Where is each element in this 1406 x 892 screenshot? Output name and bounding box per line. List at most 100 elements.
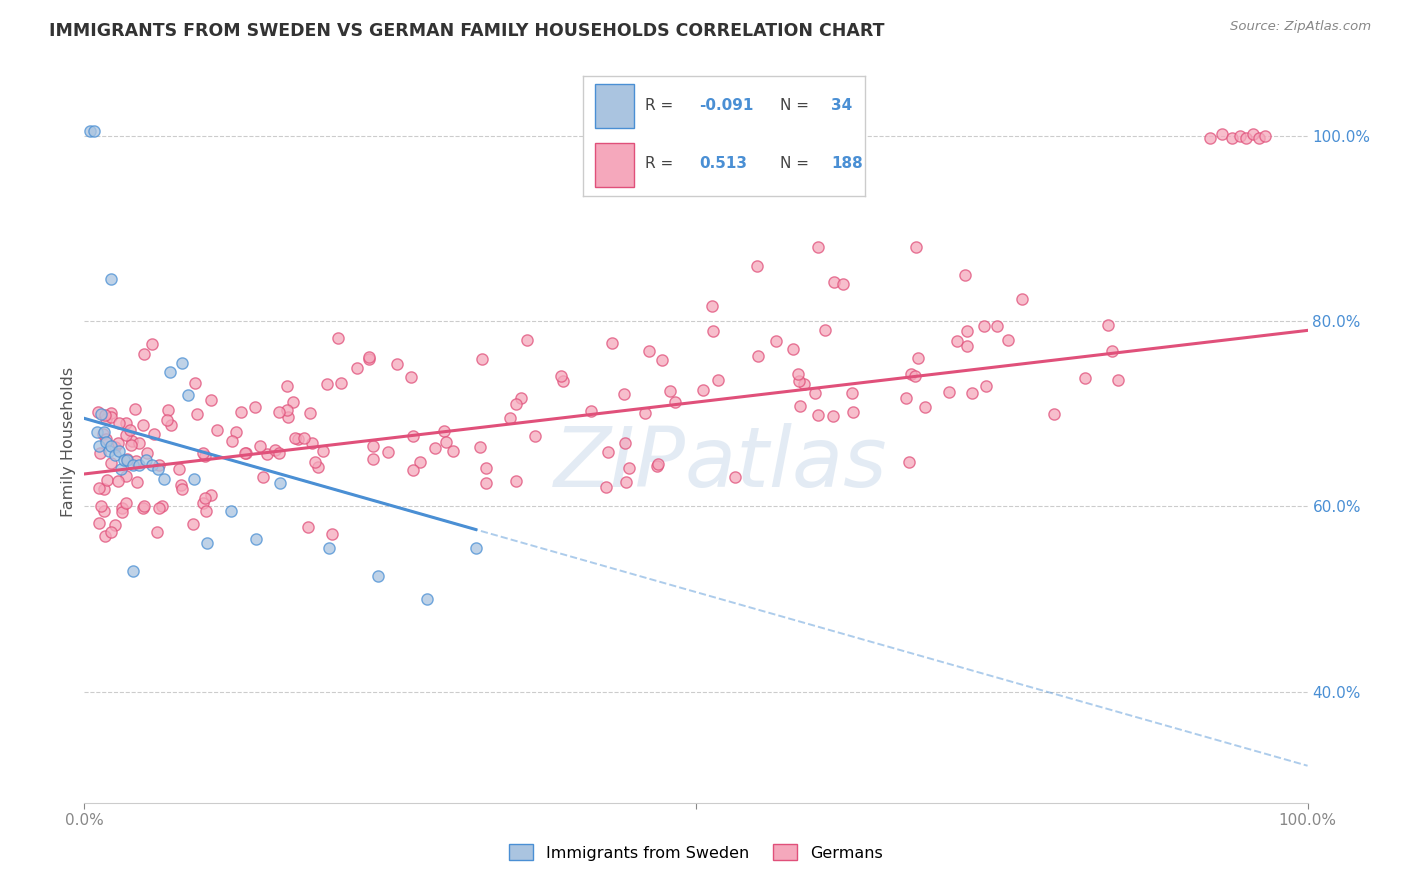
Point bbox=[111, 501, 134, 516]
Point bbox=[184, 376, 207, 390]
Point bbox=[281, 395, 304, 409]
Point bbox=[128, 435, 150, 450]
Point bbox=[723, 470, 745, 484]
Point bbox=[598, 445, 620, 459]
Text: R =: R = bbox=[645, 156, 679, 171]
Point bbox=[110, 462, 132, 476]
Point bbox=[938, 384, 960, 399]
Point bbox=[474, 461, 496, 475]
Point bbox=[219, 504, 242, 518]
Point bbox=[841, 385, 863, 400]
Point bbox=[292, 431, 315, 445]
Point bbox=[647, 457, 669, 471]
Point bbox=[900, 367, 922, 381]
Point bbox=[595, 480, 617, 494]
Point bbox=[115, 416, 138, 430]
Point bbox=[114, 495, 136, 509]
Point bbox=[425, 441, 447, 455]
Point bbox=[249, 438, 271, 452]
Point bbox=[221, 434, 243, 448]
Point bbox=[111, 505, 134, 519]
Point bbox=[946, 334, 969, 348]
Point bbox=[786, 367, 808, 381]
Point bbox=[614, 436, 637, 450]
Point bbox=[651, 352, 673, 367]
Point bbox=[86, 405, 108, 419]
Point bbox=[233, 446, 256, 460]
Text: ZIPatlas: ZIPatlas bbox=[554, 423, 887, 504]
Point bbox=[692, 383, 714, 397]
Point bbox=[100, 272, 122, 286]
Point bbox=[986, 319, 1008, 334]
Point bbox=[235, 446, 257, 460]
Point bbox=[177, 388, 200, 402]
Point bbox=[907, 351, 929, 365]
Text: N =: N = bbox=[780, 156, 814, 171]
Point bbox=[93, 504, 115, 518]
Point bbox=[960, 386, 983, 401]
Point bbox=[284, 431, 307, 445]
Point bbox=[789, 399, 811, 413]
Text: IMMIGRANTS FROM SWEDEN VS GERMAN FAMILY HOUSEHOLDS CORRELATION CHART: IMMIGRANTS FROM SWEDEN VS GERMAN FAMILY … bbox=[49, 22, 884, 40]
Point bbox=[814, 323, 837, 337]
Point bbox=[125, 454, 148, 468]
Point bbox=[416, 592, 439, 607]
Text: R =: R = bbox=[645, 98, 679, 113]
Bar bbox=[595, 84, 634, 128]
Point bbox=[104, 449, 127, 463]
Point bbox=[87, 516, 110, 530]
Point bbox=[1107, 373, 1129, 387]
Point bbox=[103, 517, 125, 532]
Point bbox=[87, 439, 110, 453]
Point bbox=[122, 564, 145, 578]
Point bbox=[186, 407, 208, 421]
Point bbox=[475, 476, 498, 491]
Point bbox=[100, 439, 122, 453]
Point bbox=[523, 429, 546, 443]
Point bbox=[94, 528, 117, 542]
Point bbox=[807, 240, 830, 254]
Point bbox=[905, 240, 928, 254]
Point bbox=[904, 368, 927, 383]
Point bbox=[229, 405, 252, 419]
Point bbox=[600, 335, 623, 350]
Point bbox=[659, 384, 682, 398]
Point bbox=[329, 376, 352, 391]
Point bbox=[120, 423, 142, 437]
Point bbox=[195, 536, 218, 550]
Point bbox=[135, 446, 157, 460]
Point bbox=[269, 446, 291, 460]
Point bbox=[956, 325, 979, 339]
Point bbox=[115, 453, 138, 467]
Point bbox=[107, 443, 129, 458]
Point bbox=[1097, 318, 1119, 332]
Point bbox=[191, 446, 214, 460]
Point bbox=[747, 349, 769, 363]
Point bbox=[148, 500, 170, 515]
Point bbox=[132, 347, 155, 361]
Point bbox=[96, 474, 118, 488]
Point bbox=[1211, 127, 1233, 141]
Y-axis label: Family Households: Family Households bbox=[60, 367, 76, 516]
Point bbox=[997, 333, 1019, 347]
Point bbox=[1074, 371, 1097, 385]
Point bbox=[97, 443, 120, 458]
Point bbox=[276, 403, 298, 417]
Point bbox=[312, 444, 335, 458]
Point bbox=[361, 439, 384, 453]
Point bbox=[328, 331, 350, 345]
Point bbox=[122, 458, 145, 472]
Legend: Immigrants from Sweden, Germans: Immigrants from Sweden, Germans bbox=[503, 838, 889, 867]
Point bbox=[132, 500, 155, 515]
Point bbox=[160, 417, 183, 432]
Point bbox=[159, 365, 181, 379]
Point bbox=[550, 368, 572, 383]
Point bbox=[367, 569, 389, 583]
Point bbox=[1254, 128, 1277, 143]
Point bbox=[94, 411, 117, 425]
Point bbox=[361, 451, 384, 466]
Point bbox=[1229, 128, 1251, 143]
Point bbox=[377, 445, 399, 459]
Point bbox=[793, 376, 815, 391]
Point bbox=[225, 425, 247, 440]
